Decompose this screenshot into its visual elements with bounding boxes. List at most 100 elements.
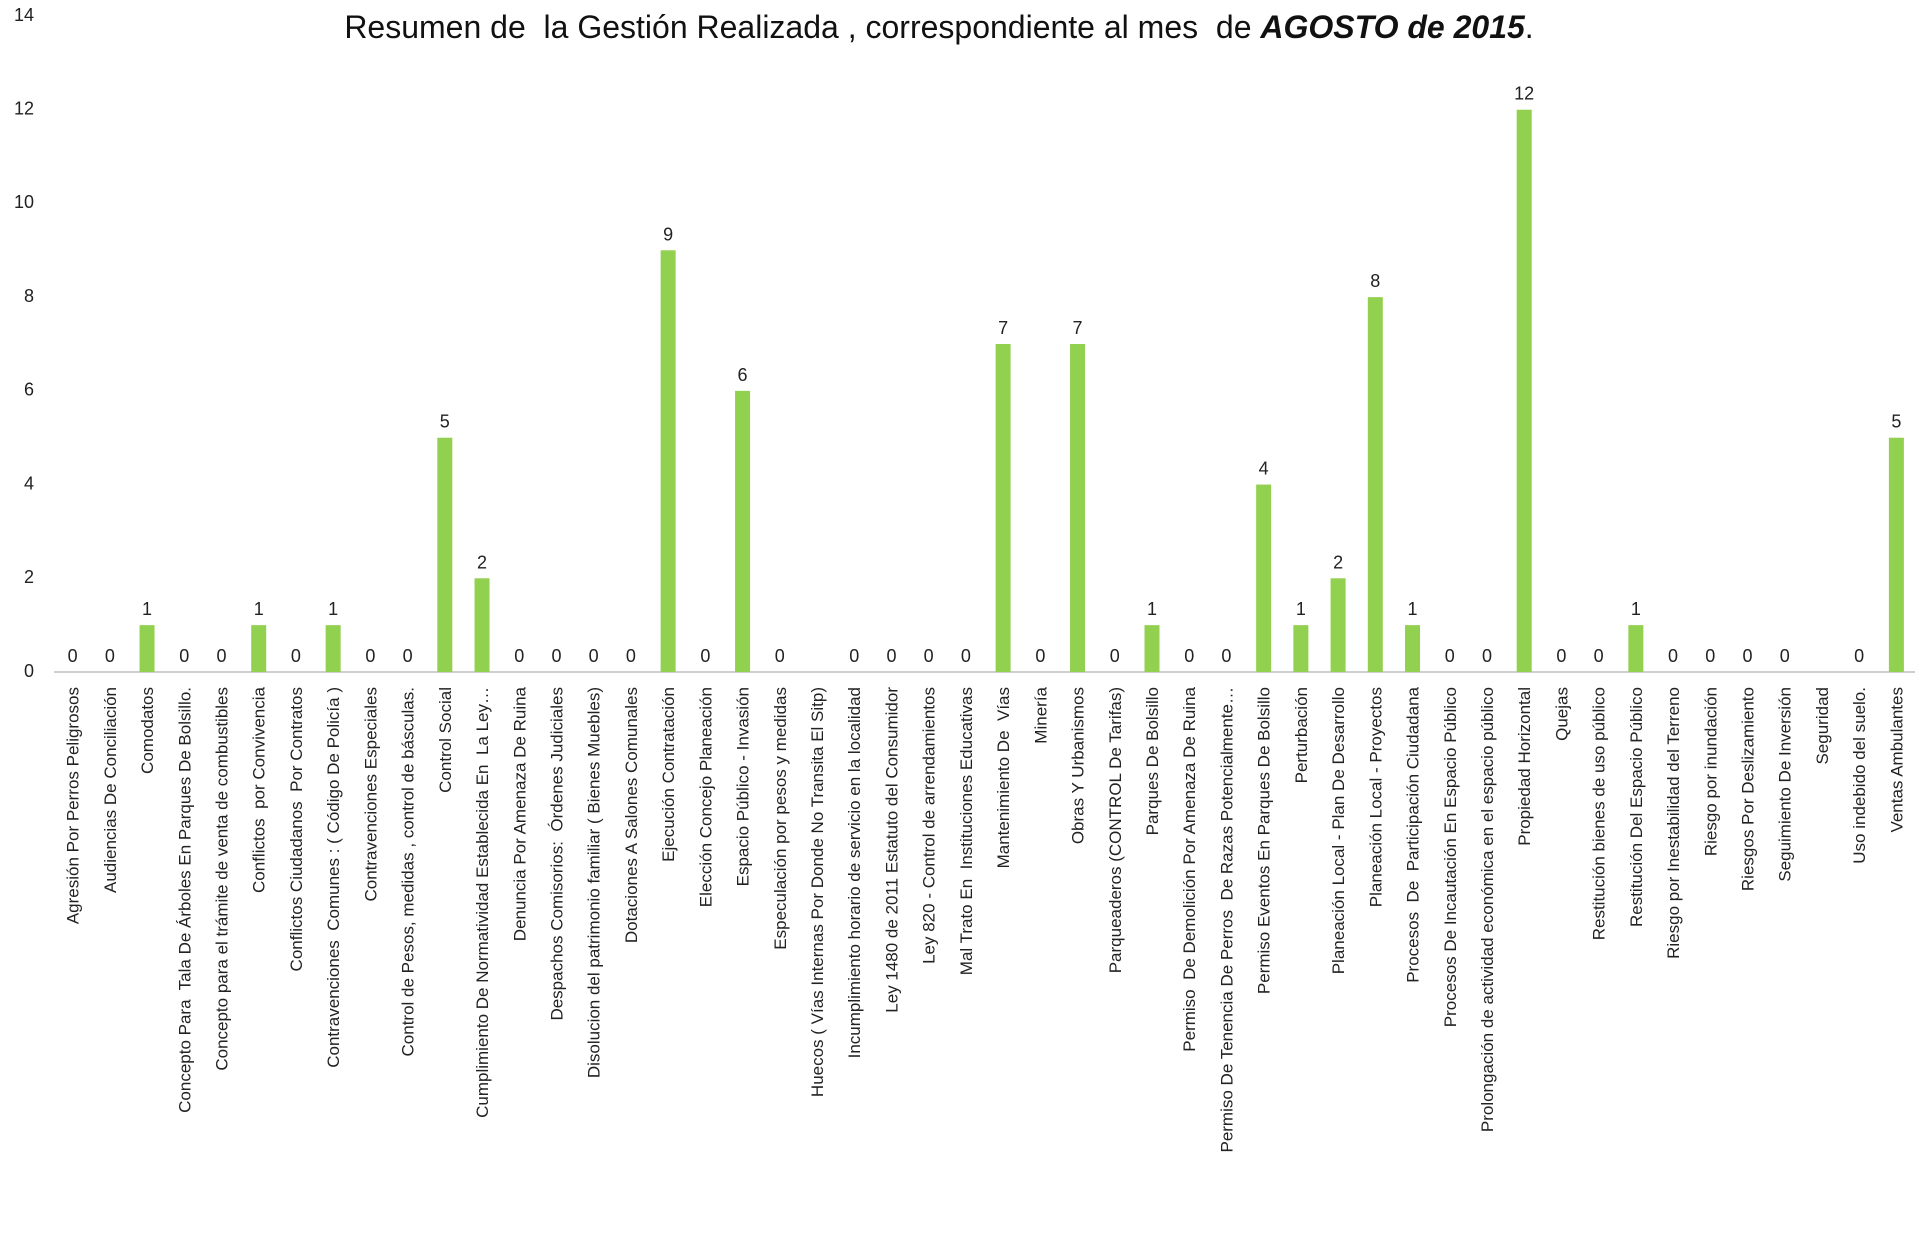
- value-label: 5: [1891, 412, 1901, 432]
- value-label: 1: [254, 599, 264, 619]
- x-tick-label: Parques De Bolsillo: [1143, 687, 1162, 835]
- x-tick-label: Ventas Ambulantes: [1887, 687, 1906, 833]
- x-tick-label: Huecos ( Vías Internas Por Donde No Tran…: [808, 687, 827, 1097]
- value-label: 12: [1514, 84, 1534, 104]
- x-tick-label: Disolucion del patrimonio familiar ( Bie…: [585, 687, 604, 1078]
- x-tick-label: Planeación Local - Proyectos: [1366, 687, 1385, 907]
- title-emphasis: AGOSTO de 2015: [1259, 9, 1526, 45]
- value-label: 0: [1221, 646, 1231, 666]
- value-label: 1: [1631, 599, 1641, 619]
- x-tick-label: Comodatos: [138, 687, 157, 774]
- x-tick-label: Riesgos Por Deslizamiento: [1739, 687, 1758, 891]
- x-tick-label: Concepto Para Tala De Árboles En Parques…: [175, 687, 194, 1113]
- x-tick-label: Obras Y Urbanismos: [1069, 687, 1088, 844]
- value-label: 0: [1482, 646, 1492, 666]
- x-tick-label: Mal Trato En Instituciones Educativas: [957, 687, 976, 975]
- value-label: 0: [849, 646, 859, 666]
- y-tick-label: 12: [14, 98, 34, 118]
- bar: [437, 437, 453, 672]
- x-tick-label: Audiencias De Conciliación: [101, 687, 120, 893]
- value-label: 1: [1147, 599, 1157, 619]
- x-tick-label: Cumplimiento De Normatividad Establecida…: [473, 687, 492, 1118]
- x-tick-label: Contravenciones Comunes : ( Código De Po…: [324, 687, 343, 1068]
- value-label: 0: [924, 646, 934, 666]
- x-tick-label: Quejas: [1552, 687, 1571, 741]
- value-label: 9: [663, 224, 673, 244]
- value-label: 0: [961, 646, 971, 666]
- bar: [1405, 625, 1421, 672]
- chart-title: Resumen de la Gestión Realizada , corres…: [344, 9, 1533, 45]
- value-label: 0: [1110, 646, 1120, 666]
- x-tick-label: Ley 1480 de 2011 Estatuto del Consumidor: [882, 687, 901, 1013]
- value-label: 0: [291, 646, 301, 666]
- x-tick-label: Permiso De Demolición Por Amenaza De Rui…: [1180, 686, 1199, 1051]
- x-tick-label: Parqueaderos (CONTROL De Tarifas): [1106, 687, 1125, 973]
- bar: [735, 390, 751, 672]
- value-label: 8: [1370, 271, 1380, 291]
- x-tick-label: Mantenimiento De Vías: [994, 687, 1013, 868]
- value-label: 0: [1743, 646, 1753, 666]
- x-tick-label: Riesgo por Inestabilidad del Terreno: [1664, 687, 1683, 959]
- bar: [474, 578, 490, 672]
- bar: [139, 625, 155, 672]
- value-label: 6: [738, 365, 748, 385]
- x-tick-label: Agresión Por Perros Peligrosos: [64, 687, 83, 924]
- x-tick-label: Concepto para el trámite de venta de com…: [212, 687, 231, 1071]
- value-label: 0: [105, 646, 115, 666]
- x-tick-label: Planeación Local - Plan De Desarrollo: [1329, 687, 1348, 974]
- value-label: 1: [1296, 599, 1306, 619]
- x-tick-label: Control Social: [436, 687, 455, 793]
- x-tick-label: Ley 820 - Control de arrendamientos: [920, 687, 939, 964]
- value-label: 0: [179, 646, 189, 666]
- y-tick-label: 10: [14, 192, 34, 212]
- x-tick-label: Permiso De Tenencia De Perros De Razas P…: [1217, 687, 1236, 1153]
- value-label: 0: [216, 646, 226, 666]
- value-label: 0: [1594, 646, 1604, 666]
- x-tick-label: Riesgo por inundación: [1701, 687, 1720, 856]
- x-tick-label: Contravenciones Especiales: [361, 687, 380, 902]
- y-tick-label: 14: [14, 5, 34, 25]
- y-tick-label: 8: [24, 286, 34, 306]
- value-label: 2: [1333, 552, 1343, 572]
- x-tick-label: Prolongación de actividad económica en e…: [1478, 687, 1497, 1132]
- y-tick-label: 6: [24, 380, 34, 400]
- y-tick-label: 2: [24, 567, 34, 587]
- x-tick-label: Conflictos Ciudadanos Por Contratos: [287, 687, 306, 971]
- x-tick-label: Dotaciones A Salones Comunales: [622, 687, 641, 943]
- y-tick-label: 4: [24, 473, 34, 493]
- x-tick-label: Despachos Comisorios: Órdenes Judiciales: [547, 687, 566, 1021]
- x-tick-label: Propiedad Horizontal: [1515, 687, 1534, 846]
- x-tick-label: Procesos De Participación Ciudadana: [1404, 686, 1423, 982]
- title-part: Resumen de la Gestión Realizada , corres…: [344, 9, 1260, 45]
- bar: [660, 250, 676, 673]
- value-label: 1: [1408, 599, 1418, 619]
- value-label: 0: [775, 646, 785, 666]
- value-label: 0: [551, 646, 561, 666]
- bar: [1516, 109, 1532, 672]
- x-tick-label: Restitución Del Espacio Público: [1627, 687, 1646, 927]
- bar: [1330, 578, 1346, 672]
- bar: [1628, 625, 1644, 672]
- x-tick-label: Minería: [1031, 686, 1050, 743]
- x-tick-label: Especulación por pesos y medidas: [771, 687, 790, 950]
- value-label: 0: [626, 646, 636, 666]
- value-label: 7: [1073, 318, 1083, 338]
- value-label: 4: [1259, 459, 1269, 479]
- bar: [1888, 437, 1904, 672]
- x-tick-label: Seguridad: [1813, 687, 1832, 765]
- x-tick-label: Control de Pesos, medidas , control de b…: [399, 687, 418, 1056]
- value-label: 0: [1184, 646, 1194, 666]
- x-tick-label: Perturbación: [1292, 687, 1311, 783]
- value-label: 0: [589, 646, 599, 666]
- bar: [1367, 297, 1383, 672]
- bar: [1256, 484, 1272, 672]
- value-label: 7: [998, 318, 1008, 338]
- value-label: 0: [700, 646, 710, 666]
- value-label: 0: [1668, 646, 1678, 666]
- bar: [251, 625, 267, 672]
- value-label: 0: [68, 646, 78, 666]
- value-label: 0: [1705, 646, 1715, 666]
- value-label: 0: [1854, 646, 1864, 666]
- value-label: 1: [328, 599, 338, 619]
- value-label: 0: [1035, 646, 1045, 666]
